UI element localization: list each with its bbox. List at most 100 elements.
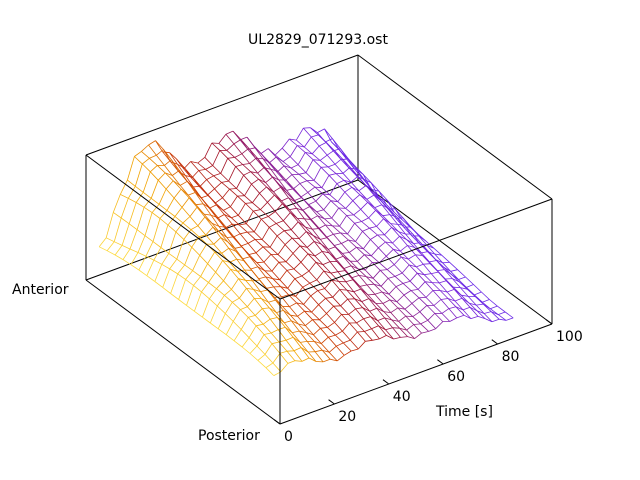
mesh-segment: [239, 223, 247, 226]
mesh-segment: [334, 243, 342, 246]
mesh-segment: [144, 235, 154, 242]
mesh-segment: [386, 264, 395, 270]
mesh-segment: [294, 200, 303, 211]
mesh-segment: [411, 235, 420, 245]
mesh-segment: [190, 225, 199, 230]
mesh-segment: [281, 294, 289, 298]
mesh-segment: [417, 233, 427, 242]
mesh-segment: [208, 208, 218, 219]
mesh-segment: [369, 307, 377, 312]
mesh-segment: [152, 218, 161, 242]
mesh-segment: [303, 304, 312, 313]
mesh-segment: [300, 261, 310, 272]
mesh-segment: [223, 210, 232, 218]
mesh-segment: [349, 167, 357, 170]
mesh-segment: [272, 362, 282, 373]
mesh-segment: [427, 313, 436, 321]
mesh-segment: [154, 281, 163, 288]
mesh-segment: [150, 165, 158, 173]
mesh-segment: [355, 241, 364, 250]
mesh-segment: [99, 246, 108, 252]
mesh-segment: [238, 215, 247, 224]
mesh-segment: [354, 223, 363, 232]
mesh-segment: [270, 317, 278, 320]
mesh-segment: [241, 337, 250, 348]
mesh-segment: [455, 306, 465, 316]
mesh-segment: [353, 288, 361, 293]
mesh-segment: [314, 186, 324, 195]
mesh-segment: [201, 282, 209, 293]
mesh-segment: [311, 134, 319, 138]
mesh-segment: [378, 191, 387, 205]
mesh-segment: [223, 269, 231, 282]
mesh-segment: [239, 233, 249, 244]
mesh-segment: [261, 218, 270, 228]
mesh-segment: [230, 268, 238, 272]
mesh-segment: [306, 332, 314, 336]
mesh-segment: [299, 342, 309, 353]
mesh-segment: [474, 294, 483, 303]
mesh-segment: [420, 323, 429, 332]
mesh-segment: [157, 165, 166, 174]
mesh-segment: [440, 298, 449, 300]
mesh-segment: [342, 322, 350, 332]
mesh-segment: [379, 199, 389, 210]
mesh-segment: [250, 171, 258, 174]
mesh-segment: [241, 346, 251, 354]
mesh-segment: [373, 283, 383, 293]
mesh-segment: [293, 188, 302, 198]
mesh-segment: [313, 235, 321, 240]
mesh-segment: [222, 197, 231, 207]
mesh-segment: [331, 279, 339, 282]
mesh-segment: [325, 296, 333, 299]
mesh-segment: [396, 294, 405, 303]
mesh-segment: [236, 258, 244, 261]
mesh-segment: [395, 283, 404, 287]
mesh-segment: [454, 300, 464, 311]
mesh-segment: [169, 152, 178, 165]
box-edge-position-axis: [85, 279, 281, 425]
mesh-segment: [221, 180, 229, 183]
mesh-segment: [194, 192, 204, 205]
mesh-segment: [223, 214, 233, 225]
mesh-segment: [197, 216, 206, 227]
mesh-segment: [255, 325, 265, 335]
mesh-segment: [274, 297, 283, 307]
mesh-segment: [380, 269, 388, 271]
mesh-segment: [173, 188, 182, 199]
mesh-segment: [249, 163, 259, 174]
mesh-segment: [313, 241, 322, 245]
mesh-segment: [204, 142, 213, 158]
mesh-segment: [148, 140, 156, 146]
mesh-segment: [150, 171, 159, 181]
mesh-segment: [342, 252, 350, 254]
mesh-segment: [395, 286, 405, 296]
mesh-segment: [258, 178, 266, 183]
mesh-segment: [370, 182, 379, 197]
mesh-segment: [350, 339, 359, 350]
mesh-segment: [340, 305, 349, 315]
mesh-segment: [171, 175, 181, 186]
mesh-segment: [399, 327, 408, 337]
mesh-segment: [215, 204, 225, 215]
mesh-segment: [248, 254, 258, 263]
mesh-segment: [170, 161, 179, 172]
mesh-segment: [269, 246, 279, 255]
mesh-segment: [289, 212, 299, 223]
mesh-segment: [329, 183, 338, 196]
mesh-segment: [463, 314, 472, 319]
mesh-segment: [293, 347, 302, 352]
mesh-segment: [242, 256, 251, 260]
mesh-segment: [318, 304, 327, 314]
mesh-segment: [155, 140, 164, 150]
mesh-segment: [217, 313, 226, 329]
mesh-segment: [231, 217, 240, 226]
mesh-segment: [254, 239, 264, 248]
mesh-segment: [270, 169, 280, 181]
mesh-segment: [322, 264, 332, 274]
mesh-segment: [434, 313, 444, 322]
mesh-segment: [193, 186, 202, 199]
mesh-segment: [297, 145, 305, 148]
mesh-segment: [354, 298, 363, 308]
mesh-segment: [230, 269, 239, 279]
